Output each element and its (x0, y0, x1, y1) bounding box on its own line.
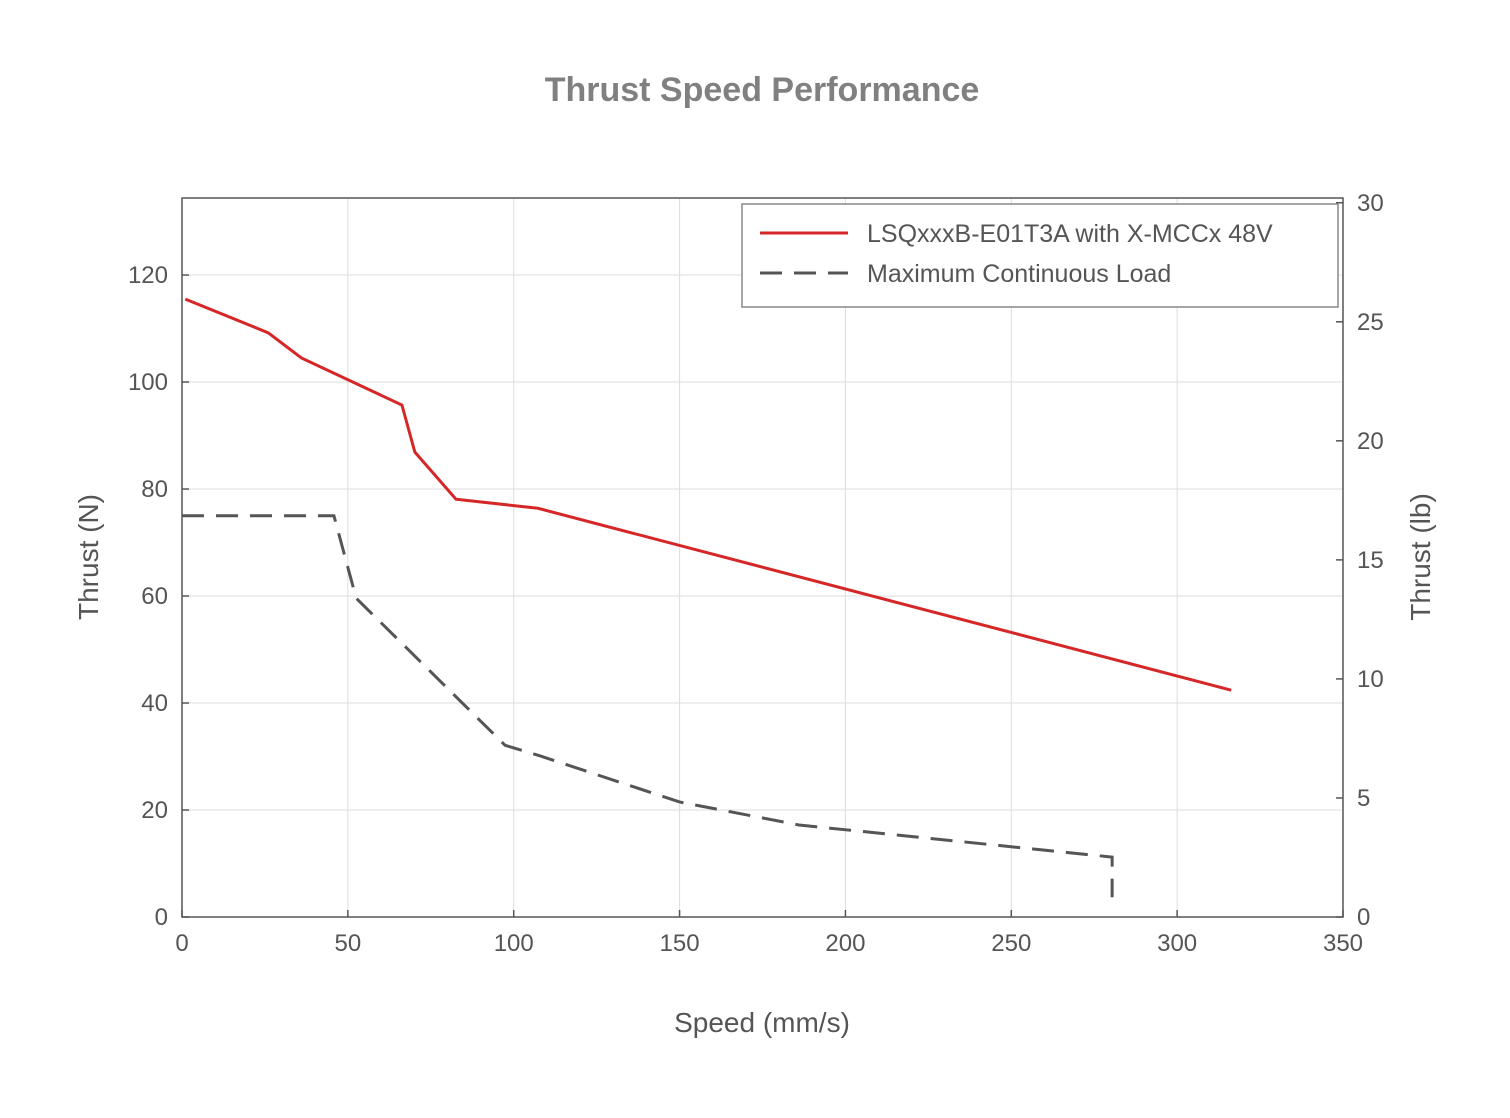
x-tick-label: 0 (175, 930, 188, 957)
ticks: 0 50 100 150 200 250 300 3500204060801001200510… (128, 190, 1384, 957)
y-tick-label: 40 (141, 690, 168, 717)
y2-tick-label: 25 (1357, 309, 1384, 336)
y2-tick-label: 20 (1357, 428, 1384, 455)
legend-label-1: Maximum Continuous Load (867, 260, 1171, 288)
x-tick-label: 300 (1157, 930, 1197, 957)
legend: LSQxxxB-E01T3A with X-MCCx 48V Maximum C… (741, 203, 1339, 308)
y-tick-label: 0 (155, 904, 168, 931)
plot-frame (181, 197, 1344, 918)
x-tick-label: 50 (335, 930, 362, 957)
chart-title: Thrust Speed Performance (545, 71, 980, 109)
y2-tick-label: 10 (1357, 666, 1384, 693)
y2-tick-label: 0 (1357, 904, 1370, 931)
x-tick-label: 200 (825, 930, 865, 957)
x-axis-label: Speed (mm/s) (674, 1007, 850, 1038)
y-tick-label: 60 (141, 583, 168, 610)
x-tick-label: 350 (1323, 930, 1363, 957)
series-group (182, 297, 1232, 898)
y-tick-label: 80 (141, 476, 168, 503)
x-tick-label: 250 (991, 930, 1031, 957)
x-tick-label: 150 (660, 930, 700, 957)
series-line-1 (182, 514, 1114, 898)
y-tick-label: 100 (128, 369, 168, 396)
series-line-0 (184, 297, 1232, 692)
grid (181, 198, 1344, 918)
legend-box (741, 203, 1339, 308)
y2-tick-label: 30 (1357, 190, 1384, 217)
y2-axis-label: Thrust (lb) (1405, 493, 1436, 621)
y-axis-label: Thrust (N) (73, 494, 104, 620)
y2-tick-label: 5 (1357, 785, 1370, 812)
y2-tick-label: 15 (1357, 547, 1384, 574)
y-tick-label: 120 (128, 262, 168, 289)
legend-label-0: LSQxxxB-E01T3A with X-MCCx 48V (867, 220, 1273, 248)
y-tick-label: 20 (141, 797, 168, 824)
x-tick-label: 100 (494, 930, 534, 957)
